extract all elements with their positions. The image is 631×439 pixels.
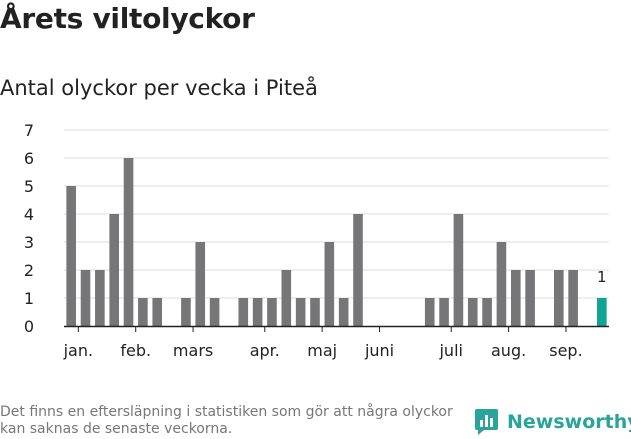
x-tick-label-apr.: apr. (250, 341, 280, 360)
x-tick-label-jan.: jan. (63, 341, 93, 360)
y-tick-label-7: 7 (24, 121, 34, 140)
bar-week-35 (554, 270, 564, 326)
bar-week-14 (252, 298, 263, 326)
x-tick-label-sep.: sep. (549, 341, 582, 360)
bar-week-28 (453, 214, 464, 326)
bar-week-26 (424, 298, 435, 326)
bar-week-3 (95, 270, 105, 326)
bar-week-1 (66, 186, 76, 326)
chart-title: Årets viltolyckor (0, 2, 255, 35)
y-tick-label-3: 3 (24, 233, 34, 252)
brand-logo: Newsworthy (474, 408, 631, 436)
bar-week-15 (267, 298, 277, 326)
bar-week-17 (295, 298, 306, 326)
bar-week-2 (80, 270, 91, 326)
bar-week-11 (209, 298, 220, 326)
bar-week-9 (181, 298, 191, 326)
newsworthy-icon (475, 409, 498, 435)
bar-week-20 (338, 298, 349, 326)
bar-week-36 (568, 270, 578, 326)
bar-week-16 (281, 270, 292, 326)
bar-week-10 (195, 242, 206, 326)
annotations: 1 (597, 268, 607, 286)
bar-week-38 (597, 298, 607, 326)
bar-week-30 (482, 298, 492, 326)
x-tick-label-juni: juni (364, 341, 394, 360)
bar-week-19 (324, 242, 335, 326)
bars (66, 158, 607, 326)
highlight-data-label: 1 (597, 268, 607, 286)
y-tick-label-5: 5 (24, 177, 34, 196)
y-tick-label-0: 0 (24, 317, 34, 336)
y-axis-ticks: 0 1 2 3 4 5 6 7 (24, 121, 34, 336)
bar-week-4 (109, 214, 119, 326)
y-tick-label-2: 2 (24, 261, 34, 280)
y-tick-label-4: 4 (24, 205, 34, 224)
bar-week-33 (525, 270, 535, 326)
brand-name: Newsworthy (507, 411, 631, 433)
bar-week-32 (510, 270, 521, 326)
x-axis-month-labels: jan. feb. mars apr. maj juni juli aug. sep. (63, 326, 583, 360)
bar-week-18 (310, 298, 320, 326)
bar-week-27 (439, 298, 449, 326)
y-tick-label-6: 6 (24, 149, 34, 168)
y-tick-label-1: 1 (24, 289, 34, 308)
bar-week-5 (123, 158, 134, 326)
x-tick-label-aug.: aug. (491, 341, 526, 360)
bar-week-21 (353, 214, 363, 326)
bar-week-31 (496, 242, 507, 326)
x-tick-label-juli: juli (438, 341, 462, 360)
bar-week-13 (238, 298, 249, 326)
x-tick-label-feb.: feb. (120, 341, 151, 360)
x-tick-label-mars: mars (173, 341, 213, 360)
bar-week-7 (152, 298, 163, 326)
x-tick-label-maj: maj (307, 341, 337, 360)
bar-chart: 0 1 2 3 4 5 6 7 jan. feb. mars apr. maj juni juli aug.… (24, 121, 609, 360)
footnote: Det finns en eftersläpning i statistiken… (0, 404, 453, 437)
chart-subtitle: Antal olyckor per vecka i Piteå (0, 76, 318, 100)
bar-week-29 (467, 298, 478, 326)
bar-week-6 (138, 298, 148, 326)
